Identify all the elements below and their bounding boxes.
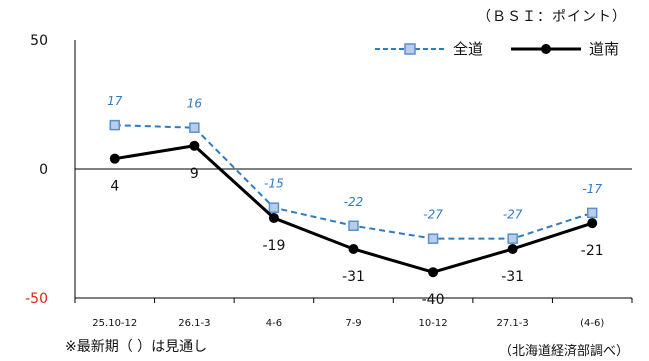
x-tick-label: 27.1-3: [497, 318, 529, 329]
x-tick-label: 7-9: [345, 318, 361, 329]
data-label-donan: -19: [262, 238, 285, 254]
data-label-donan: -31: [501, 269, 524, 285]
x-tick-label: (4-6): [580, 318, 604, 329]
x-tick-label: 10-12: [419, 318, 448, 329]
data-label-zenkoku: 16: [187, 97, 203, 111]
point-zenkoku: [586, 207, 598, 219]
point-zenkoku: [348, 220, 359, 232]
y-tick-label: -50: [25, 291, 48, 307]
data-label-zenkoku: -17: [582, 182, 602, 196]
series-layer: [109, 119, 598, 278]
data-label-donan: -40: [422, 292, 445, 308]
legend-label-donan: 道南: [589, 40, 620, 58]
point-donan: [348, 243, 359, 254]
footnote-source: （北海道経済部調べ）: [498, 344, 629, 359]
legend: 全道 道南: [375, 38, 619, 59]
point-donan: [189, 140, 200, 151]
data-label-donan: 9: [190, 166, 199, 182]
legend-item-donan: 道南: [511, 38, 619, 59]
legend-label-zenkoku: 全道: [453, 40, 484, 58]
data-label-donan: 4: [110, 179, 119, 195]
point-zenkoku: [507, 233, 518, 244]
data-label-zenkoku: -27: [503, 208, 523, 222]
point-donan: [109, 153, 120, 164]
data-label-zenkoku: -22: [344, 195, 364, 209]
unit-note: （ＢＳＩ：ポイント）: [477, 9, 627, 25]
point-donan: [587, 218, 598, 229]
x-tick-label: 25.10-12: [92, 318, 137, 329]
point-zenkoku: [189, 122, 200, 133]
data-label-zenkoku: -27: [423, 208, 443, 222]
point-donan: [428, 267, 439, 278]
point-donan: [507, 243, 518, 254]
point-zenkoku: [427, 233, 439, 244]
data-label-donan: -31: [342, 269, 365, 285]
data-label-zenkoku: -15: [264, 177, 284, 191]
legend-swatch-donan: [511, 43, 582, 54]
x-tick-label: 26.1-3: [178, 318, 210, 329]
point-donan: [268, 213, 279, 224]
data-label-donan: -21: [581, 243, 604, 259]
x-tick-label: 4-6: [266, 318, 282, 329]
y-tick-label: 0: [39, 162, 48, 178]
point-zenkoku: [268, 202, 280, 213]
data-labels: 17 16 -15 -22 -27 -27 -17 4 9 -19 -31 -40 -31 -21: [107, 94, 604, 308]
axes: [74, 40, 633, 303]
legend-item-zenkoku: 全道: [375, 38, 483, 59]
tick-labels: 50 0 -50 25.10-12 26.1-3 4-6 7-9 10-12 27.1-3 (4-…: [25, 33, 604, 329]
point-zenkoku: [109, 119, 121, 131]
legend-swatch-zenkoku: [375, 42, 445, 55]
footnote-forecast: ※最新期（ ）は見通し: [65, 339, 208, 355]
y-tick-label: 50: [30, 33, 48, 49]
data-label-zenkoku: 17: [107, 94, 123, 108]
